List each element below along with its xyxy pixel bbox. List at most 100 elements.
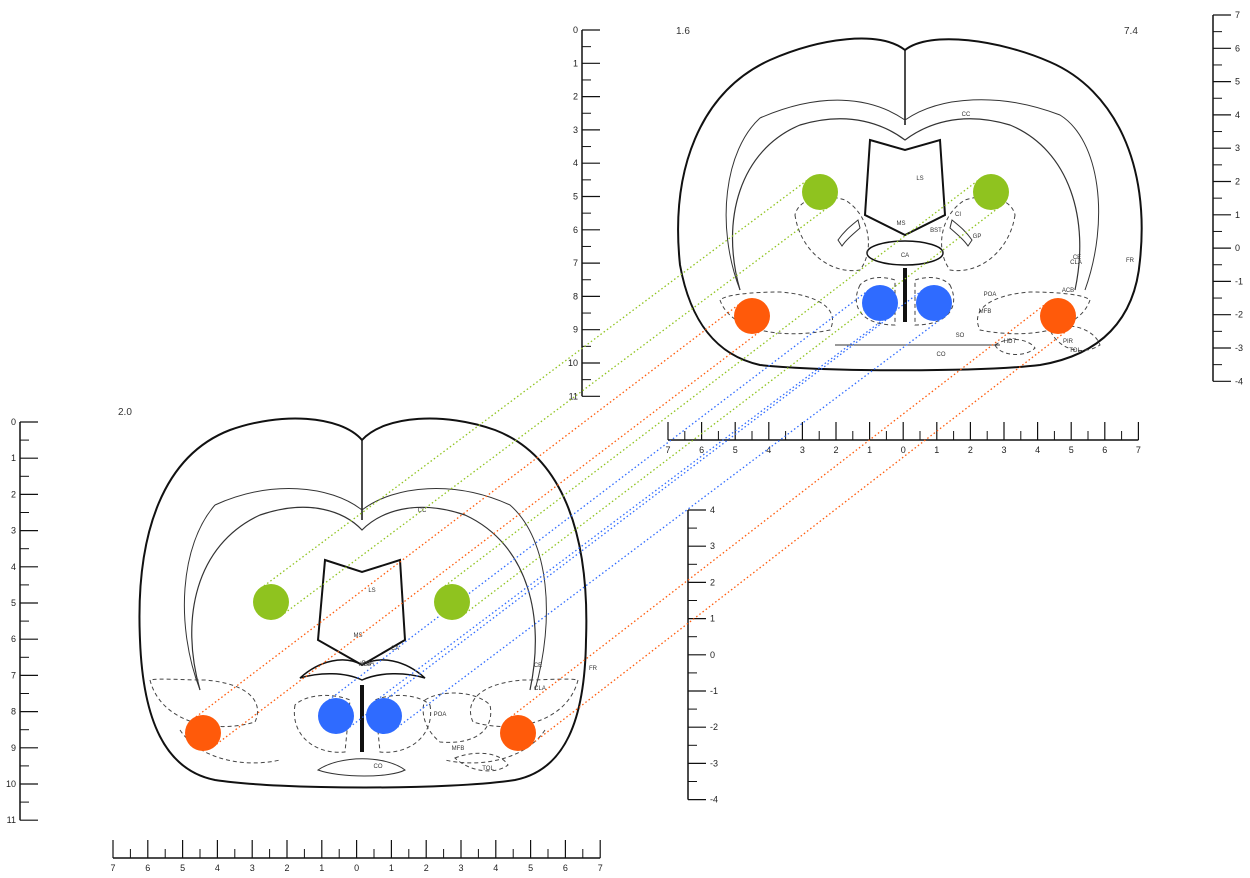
green-marker-back [802, 174, 838, 210]
orange-marker-front [185, 715, 221, 751]
orange-marker-back [1040, 298, 1076, 334]
back-structure-label: CA [901, 253, 909, 259]
back-structure-label: TOL [1069, 348, 1081, 354]
back-right-scale-tick-label: -4 [1235, 376, 1243, 386]
back-left-scale-tick-label: 2 [573, 92, 578, 102]
front-structure-label: CE [534, 663, 542, 669]
blue-connector-line [325, 288, 871, 703]
orange-connector-line [212, 329, 763, 748]
green-connector-line [461, 205, 1002, 617]
front-plate-label-left: 2.0 [118, 407, 132, 418]
front-right-scale-tick-label: -1 [710, 686, 718, 696]
back-structure-label: PIR [1063, 339, 1074, 345]
front-right-scale-tick-label: 1 [710, 614, 715, 624]
back-left-scale-tick-label: 10 [568, 358, 578, 368]
front-horizontal-scale: 7 6 5 4 3 2 1 0 1 2 3 4 5 6 7 [110, 840, 603, 873]
back-right-scale-tick-label: 3 [1235, 143, 1240, 153]
front-bottom-scale-tick-label: 0 [354, 863, 359, 873]
back-dashed-regions [719, 196, 1101, 355]
back-structure-label: CI [955, 212, 961, 218]
back-left-scale-tick-label: 5 [573, 192, 578, 202]
front-brain-outline [138, 417, 588, 789]
back-right-scale-tick-label: 7 [1235, 10, 1240, 20]
back-structure-label: POA [984, 292, 997, 298]
back-bottom-scale-tick-label: 5 [733, 445, 738, 455]
back-right-scale-tick-label: 2 [1235, 177, 1240, 187]
back-corpus-callosum [731, 118, 1081, 291]
back-bottom-scale-tick-label: 3 [800, 445, 805, 455]
front-bottom-scale-tick-label: 7 [598, 863, 603, 873]
back-structure-label: CC [962, 112, 971, 118]
front-right-scale-tick-label: 3 [710, 541, 715, 551]
front-bottom-scale-tick-label: 6 [563, 863, 568, 873]
back-vertical-scale-left: 0 1 2 3 4 5 6 7 8 9 10 11 [568, 25, 600, 401]
front-bottom-scale-tick-label: 2 [424, 863, 429, 873]
front-third-ventricle [360, 685, 364, 752]
back-cortex-inner [725, 99, 1100, 291]
back-left-scale-tick-label: 11 [569, 391, 578, 401]
blue-connector-line [345, 316, 891, 731]
green-marker-front [253, 584, 289, 620]
back-structure-label: CO [937, 352, 946, 358]
blue-connector-line [373, 288, 925, 703]
front-corpus-callosum [191, 506, 536, 691]
blue-marker-back [916, 285, 952, 321]
back-third-ventricle [903, 268, 907, 322]
back-plate-label-left: 1.6 [676, 26, 690, 37]
front-structure-label: TOL [482, 766, 494, 772]
green-marker-front [434, 584, 470, 620]
front-right-scale-tick-label: -2 [710, 722, 718, 732]
front-left-scale-tick-label: 9 [11, 743, 16, 753]
green-connector-line [441, 177, 982, 589]
back-structure-label: BST [930, 228, 942, 234]
front-dashed-regions [149, 678, 579, 772]
front-left-scale-tick-label: 6 [11, 634, 16, 644]
back-structure-label: MS [897, 221, 906, 227]
front-cortex-inner [183, 488, 547, 691]
back-right-scale-tick-label: 1 [1235, 210, 1240, 220]
front-structure-label: POA [434, 712, 447, 718]
front-left-scale-tick-label: 7 [11, 670, 16, 680]
back-structure-label: LS [916, 176, 923, 182]
front-bottom-scale-tick-label: 2 [284, 863, 289, 873]
back-bottom-scale-tick-label: 3 [1001, 445, 1006, 455]
back-plate-label-right: 7.4 [1124, 26, 1138, 37]
front-bottom-scale-tick-label: 3 [458, 863, 463, 873]
back-bottom-scale-tick-label: 1 [867, 445, 872, 455]
front-base [316, 758, 406, 777]
back-right-scale-tick-label: -2 [1235, 310, 1243, 320]
front-structure-label: MFB [452, 746, 465, 752]
back-structure-label: CLA [1070, 260, 1082, 266]
back-bottom-scale-tick-label: 4 [1035, 445, 1040, 455]
front-structure-label: LS [368, 588, 375, 594]
back-left-scale-tick-label: 1 [573, 58, 578, 68]
orange-connector-line [507, 301, 1048, 720]
front-left-scale-tick-label: 2 [11, 489, 16, 499]
back-bottom-scale-tick-label: 2 [968, 445, 973, 455]
front-structure-label: CO [374, 764, 383, 770]
green-marker-back [973, 174, 1009, 210]
back-right-scale-tick-label: 5 [1235, 77, 1240, 87]
back-structure-label: FR [1126, 258, 1135, 264]
front-left-scale-tick-label: 3 [11, 526, 16, 536]
connector-lines [192, 177, 1069, 748]
front-structure-label: CA [391, 646, 399, 652]
back-structure-label: ACB [1062, 288, 1074, 294]
front-right-scale-tick-label: -3 [710, 758, 718, 768]
front-vertical-scale-right: 4 3 2 1 0 -1 -2 -3 -4 [687, 505, 718, 805]
front-right-scale-tick-label: 0 [710, 650, 715, 660]
back-left-scale-tick-label: 9 [573, 325, 578, 335]
back-left-scale-tick-label: 3 [573, 125, 578, 135]
back-bottom-scale-tick-label: 2 [833, 445, 838, 455]
front-septum [316, 558, 407, 667]
back-vertical-scale-right: 7 6 5 4 3 2 1 0 -1 -2 -3 -4 [1212, 10, 1243, 386]
blue-marker-front [366, 698, 402, 734]
front-bottom-scale-tick-label: 1 [319, 863, 324, 873]
front-structure-label: FR [589, 666, 598, 672]
front-bottom-scale-tick-label: 5 [528, 863, 533, 873]
front-left-scale-tick-label: 11 [7, 815, 16, 825]
front-right-scale-tick-label: 2 [710, 577, 715, 587]
front-brain-section: CC LS MS BCA CA ACB CE CLA POA MFB CO TOL FR [138, 417, 598, 789]
